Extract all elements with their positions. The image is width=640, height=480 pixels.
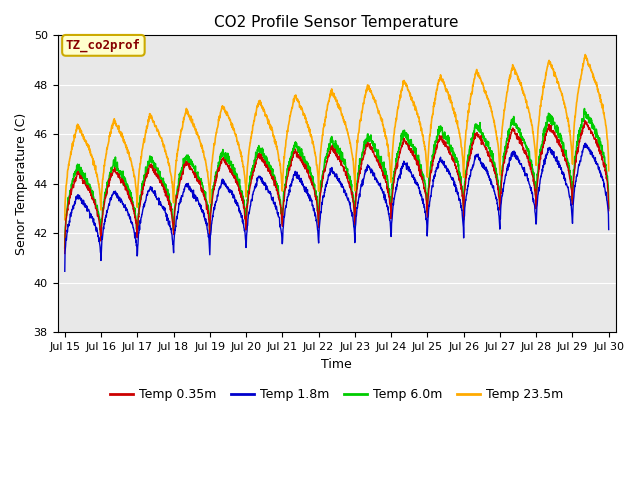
Temp 23.5m [311, 150, 319, 156]
Temp 0.35m [89, 195, 97, 201]
Temp 6.0m [325, 141, 333, 147]
Temp 23.5m [605, 168, 612, 174]
Title: CO2 Profile Sensor Temperature: CO2 Profile Sensor Temperature [214, 15, 459, 30]
Text: TZ_co2prof: TZ_co2prof [66, 39, 141, 52]
Temp 0.35m [589, 132, 597, 138]
Temp 1.8m [582, 141, 589, 146]
Temp 1.8m [311, 210, 319, 216]
Temp 1.8m [605, 227, 612, 232]
Temp 6.0m [489, 151, 497, 156]
Temp 23.5m [582, 52, 589, 58]
Line: Temp 6.0m: Temp 6.0m [65, 108, 609, 248]
Temp 1.8m [61, 268, 68, 274]
Temp 1.8m [589, 153, 596, 158]
Temp 23.5m [325, 97, 333, 103]
Temp 23.5m [61, 217, 68, 223]
Temp 0.35m [581, 118, 589, 123]
Temp 6.0m [89, 195, 97, 201]
Temp 6.0m [605, 205, 612, 211]
Temp 6.0m [589, 124, 596, 130]
Line: Temp 1.8m: Temp 1.8m [65, 144, 609, 271]
Temp 23.5m [589, 72, 597, 77]
Temp 0.35m [311, 192, 319, 197]
Line: Temp 0.35m: Temp 0.35m [65, 120, 609, 253]
X-axis label: Time: Time [321, 358, 352, 371]
Temp 0.35m [325, 151, 333, 156]
Temp 0.35m [489, 164, 497, 169]
Temp 1.8m [589, 154, 597, 159]
Temp 1.8m [325, 171, 333, 177]
Legend: Temp 0.35m, Temp 1.8m, Temp 6.0m, Temp 23.5m: Temp 0.35m, Temp 1.8m, Temp 6.0m, Temp 2… [105, 383, 568, 406]
Temp 23.5m [589, 74, 596, 80]
Temp 6.0m [61, 245, 68, 251]
Temp 0.35m [589, 132, 596, 138]
Temp 6.0m [311, 188, 319, 193]
Temp 1.8m [489, 185, 497, 191]
Temp 0.35m [605, 208, 612, 214]
Temp 1.8m [89, 215, 97, 221]
Temp 0.35m [61, 251, 68, 256]
Line: Temp 23.5m: Temp 23.5m [65, 55, 609, 220]
Temp 23.5m [89, 156, 97, 162]
Y-axis label: Senor Temperature (C): Senor Temperature (C) [15, 113, 28, 255]
Temp 23.5m [489, 115, 497, 120]
Temp 6.0m [580, 106, 588, 111]
Temp 6.0m [589, 121, 597, 127]
